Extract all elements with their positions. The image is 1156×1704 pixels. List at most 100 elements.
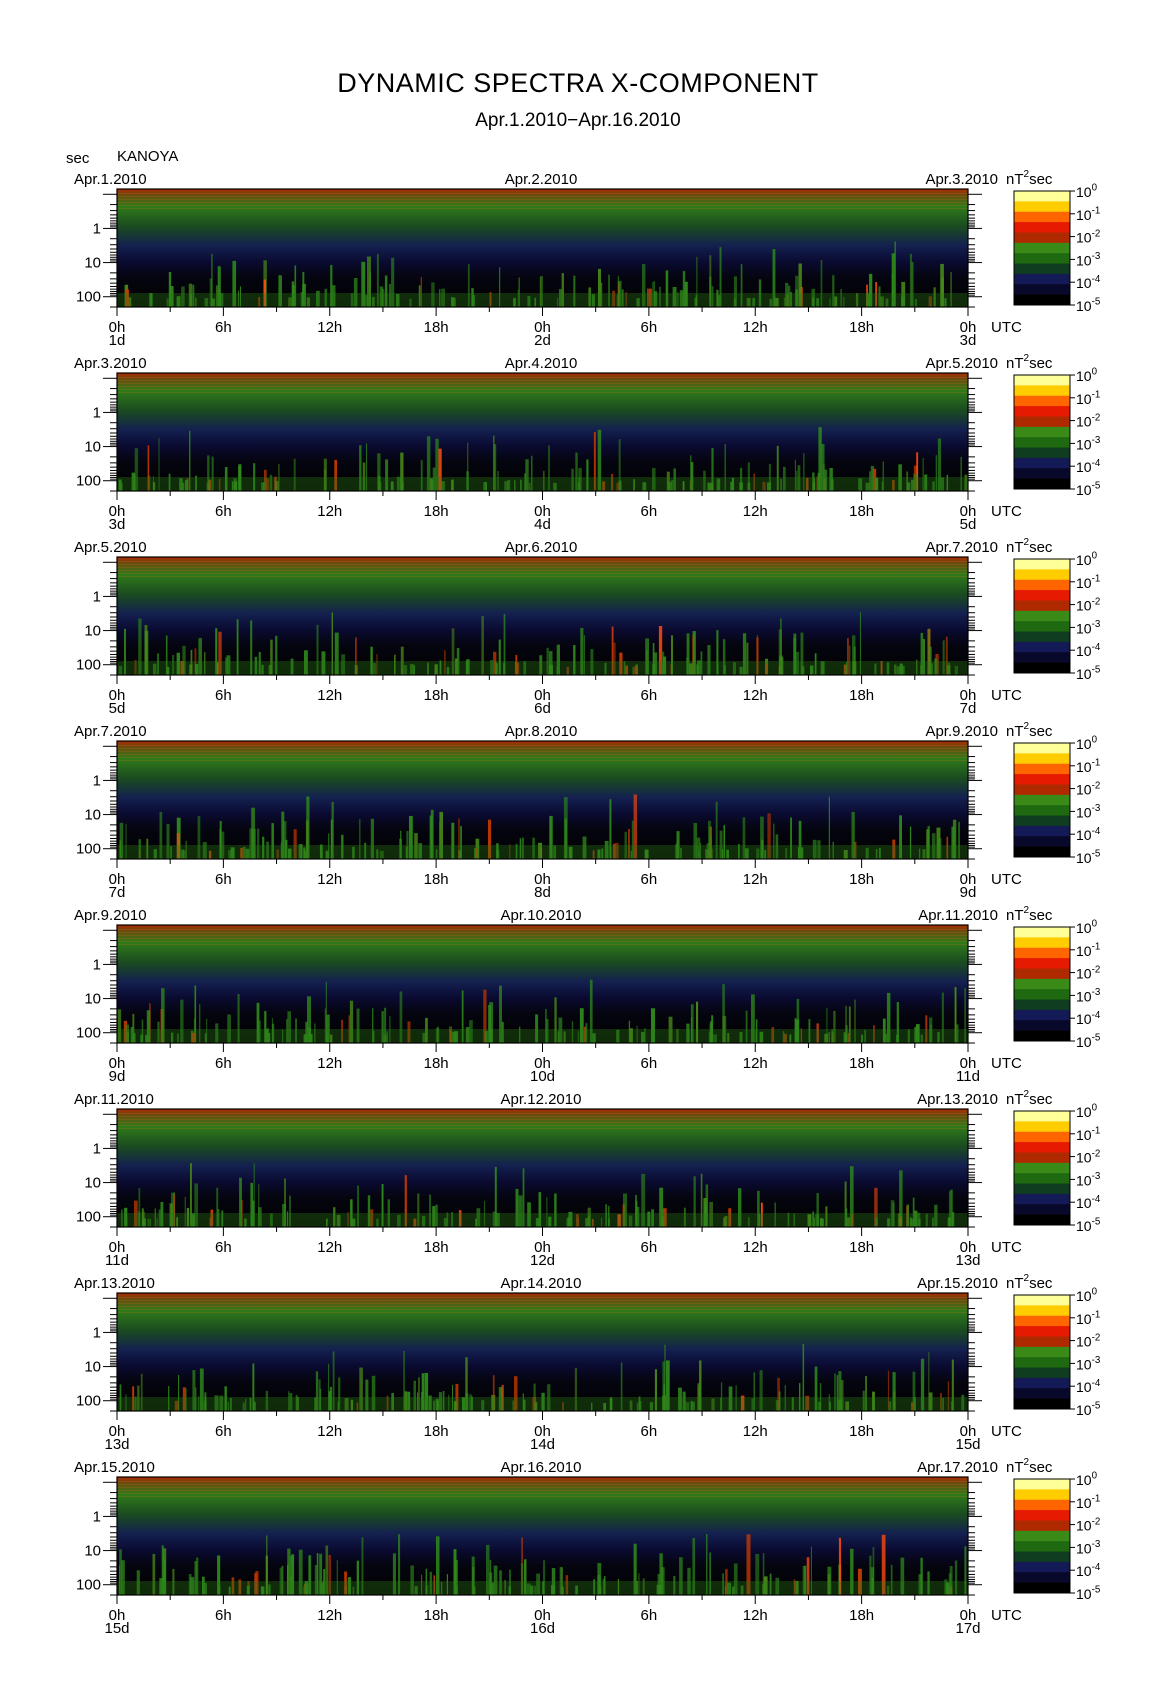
- activity-streak: [258, 1184, 260, 1227]
- activity-streak: [431, 282, 435, 307]
- activity-streak: [124, 628, 126, 675]
- activity-streak: [341, 654, 346, 675]
- x-tick-label: 18h: [849, 1239, 874, 1256]
- activity-streak: [328, 1363, 330, 1411]
- activity-streak: [420, 460, 423, 491]
- activity-streak: [894, 664, 897, 675]
- activity-streak: [843, 664, 847, 675]
- colorbar-swatch: [1014, 600, 1070, 612]
- panel-date-left: Apr.1.2010: [74, 171, 147, 188]
- panel-date-mid: Apr.6.2010: [505, 539, 578, 556]
- activity-streak: [840, 289, 842, 307]
- activity-streak: [720, 1397, 722, 1411]
- activity-streak: [498, 639, 501, 675]
- activity-streak: [548, 445, 550, 491]
- colorbar-swatch: [1014, 1398, 1070, 1410]
- activity-streak: [371, 297, 375, 307]
- colorbar-tick-label: 10-3: [1076, 1539, 1101, 1556]
- panel-date-left: Apr.15.2010: [74, 1459, 155, 1476]
- activity-streak: [920, 632, 924, 675]
- activity-streak: [865, 1376, 867, 1411]
- activity-streak: [833, 1010, 836, 1043]
- activity-streak: [590, 649, 594, 675]
- activity-streak: [946, 474, 949, 491]
- colorbar-swatch: [1014, 395, 1070, 407]
- activity-streak: [405, 846, 408, 859]
- activity-streak: [435, 1204, 438, 1227]
- activity-streak: [316, 624, 319, 675]
- colorbar-tick-label: 10-1: [1076, 206, 1100, 223]
- activity-streak: [391, 1393, 394, 1411]
- activity-streak: [690, 1004, 694, 1043]
- activity-streak: [658, 626, 663, 675]
- activity-streak: [524, 473, 526, 491]
- activity-streak: [816, 1193, 819, 1227]
- activity-streak: [645, 850, 649, 859]
- activity-streak: [574, 1367, 577, 1411]
- activity-streak: [888, 1401, 892, 1411]
- activity-streak: [165, 635, 168, 675]
- activity-streak: [465, 1393, 469, 1411]
- activity-streak: [298, 1549, 303, 1595]
- activity-streak: [231, 848, 235, 859]
- activity-streak: [458, 1210, 462, 1227]
- activity-streak: [217, 1209, 220, 1227]
- activity-streak: [204, 1396, 207, 1411]
- activity-streak: [403, 1350, 405, 1411]
- activity-streak: [257, 828, 260, 859]
- activity-streak: [846, 1034, 848, 1043]
- activity-streak: [722, 639, 726, 675]
- activity-streak: [891, 273, 894, 307]
- activity-streak: [224, 467, 228, 491]
- activity-streak: [126, 1024, 129, 1043]
- spectrogram-panel: Apr.13.2010 Apr.14.2010 Apr.15.2010 nT2sec1…: [74, 1273, 1101, 1453]
- activity-streak: [815, 1214, 820, 1227]
- activity-streak: [486, 1544, 490, 1595]
- activity-streak: [824, 469, 828, 491]
- colorbar-tick-label: 10-1: [1076, 574, 1100, 591]
- activity-streak: [407, 1391, 411, 1411]
- activity-streak: [258, 1207, 262, 1227]
- activity-streak: [284, 1178, 286, 1227]
- activity-streak: [716, 289, 719, 307]
- activity-streak: [378, 482, 382, 491]
- colorbar-swatch: [1014, 794, 1070, 806]
- activity-streak: [289, 1556, 292, 1595]
- activity-streak: [911, 1402, 914, 1411]
- activity-streak: [331, 802, 334, 859]
- activity-streak: [287, 1565, 289, 1595]
- activity-streak: [571, 468, 574, 491]
- activity-streak: [578, 477, 581, 491]
- colorbar-swatch: [1014, 579, 1070, 591]
- activity-streak: [286, 1018, 288, 1043]
- activity-streak: [851, 811, 855, 859]
- activity-streak: [700, 843, 702, 859]
- activity-streak: [740, 264, 743, 307]
- activity-streak: [730, 481, 734, 491]
- activity-streak: [807, 1214, 812, 1227]
- activity-streak: [140, 1034, 144, 1043]
- activity-streak: [830, 479, 834, 491]
- activity-streak: [138, 1188, 141, 1227]
- activity-streak: [914, 1210, 918, 1227]
- day-label: 13d: [955, 1252, 980, 1269]
- activity-streak: [944, 298, 947, 307]
- colorbar-swatch: [1014, 1388, 1070, 1400]
- activity-streak: [637, 298, 640, 307]
- activity-streak: [125, 1394, 127, 1411]
- activity-streak: [493, 651, 497, 675]
- activity-streak: [435, 849, 438, 859]
- activity-streak: [461, 990, 464, 1043]
- activity-streak: [289, 1393, 293, 1411]
- activity-streak: [195, 1387, 197, 1411]
- activity-streak: [526, 1583, 531, 1595]
- activity-streak: [755, 1019, 758, 1043]
- activity-streak: [828, 1032, 830, 1043]
- activity-streak: [549, 815, 553, 859]
- activity-streak: [795, 1580, 799, 1595]
- activity-streak: [636, 298, 638, 307]
- activity-streak: [836, 1375, 839, 1411]
- y-tick-label: 10: [84, 991, 101, 1008]
- x-tick-label: 6h: [641, 1239, 658, 1256]
- colorbar-tick-label: 10-2: [1076, 964, 1100, 981]
